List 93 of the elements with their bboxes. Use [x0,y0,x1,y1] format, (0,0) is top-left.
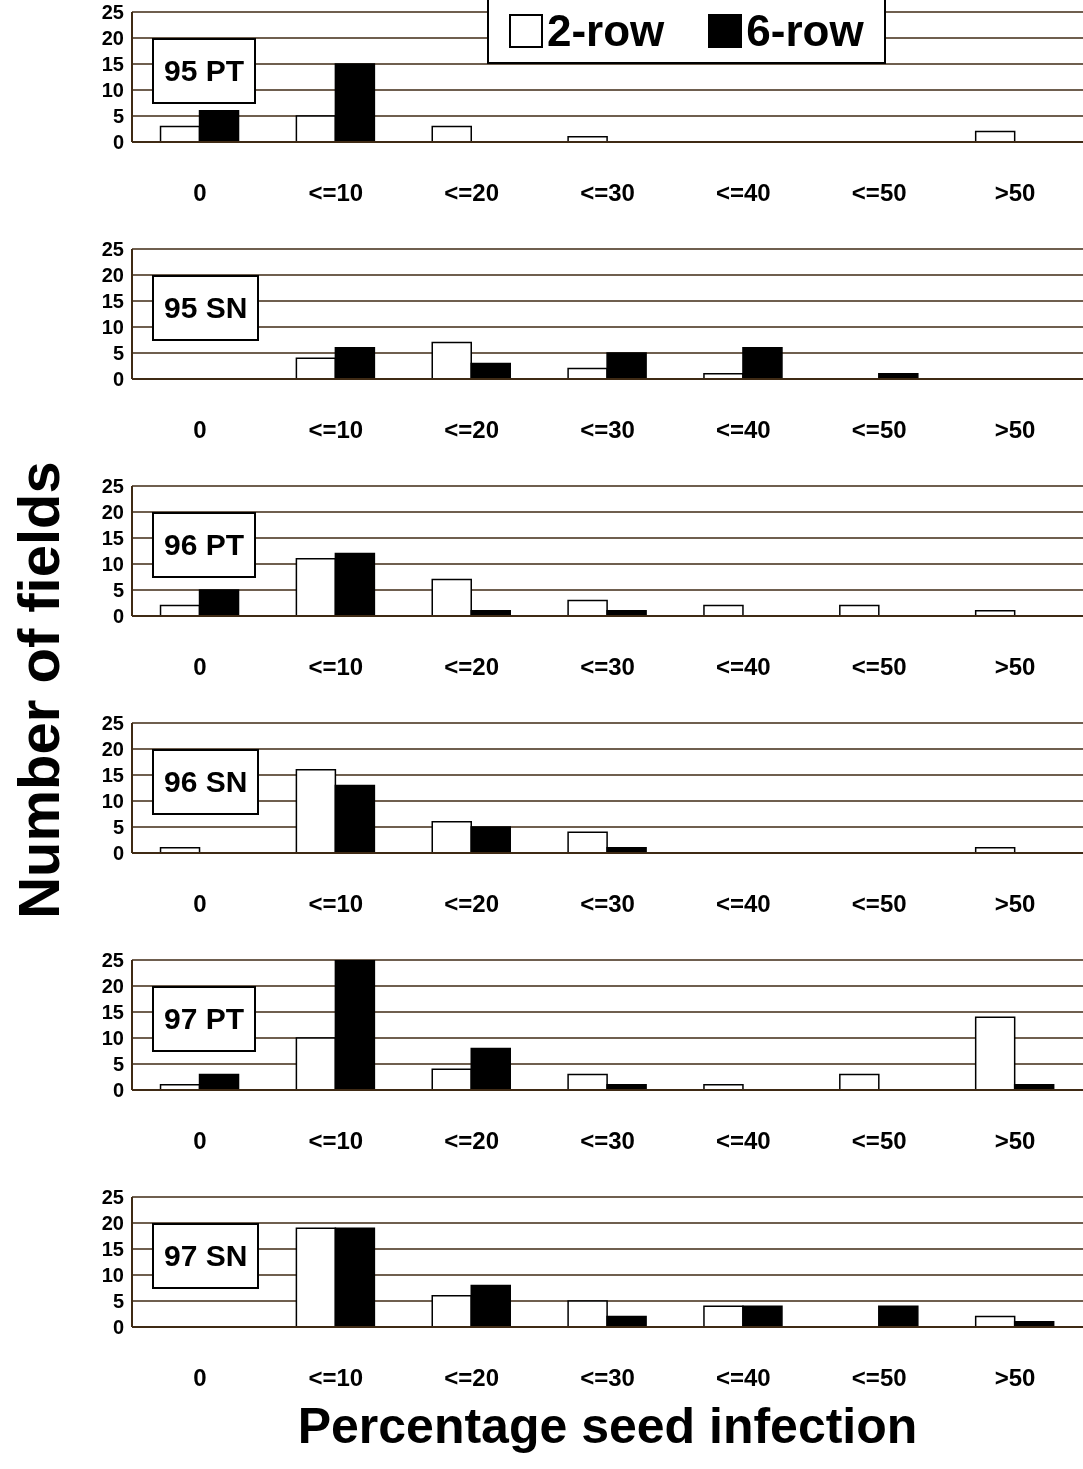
y-tick-label: 25 [101,1186,124,1209]
x-tick-label: >50 [994,890,1036,918]
x-tick-label: <=10 [308,1364,364,1392]
x-tick-label: <=30 [580,179,635,207]
x-tick-label: <=50 [851,1364,907,1392]
y-tick-label: 15 [101,764,124,787]
y-tick-label: 5 [112,105,124,128]
y-tick-label: 25 [101,238,124,261]
y-tick-label: 10 [101,1264,124,1287]
x-tick-label: <=10 [308,179,364,207]
bar [431,125,472,142]
y-tick-label: 15 [101,527,124,550]
x-tick-label: <=40 [715,416,771,444]
x-tick-label: <=40 [715,653,771,681]
text: 97 PT [152,986,257,1052]
x-tick-label: <=20 [444,416,500,444]
x-tick-label: 0 [193,179,207,207]
y-tick-label: 20 [101,27,124,50]
legend-label: 2-row [547,6,665,56]
x-tick-label: <=30 [580,653,635,681]
x-tick-label: >50 [994,1364,1036,1392]
x-axis-title: Percentage seed infection [296,1397,919,1455]
text: 95 SN [152,275,260,341]
y-tick-label: 25 [101,712,124,735]
x-tick-label: <=10 [308,653,364,681]
y-tick-label: 20 [101,501,124,524]
x-tick-label: <=20 [444,179,500,207]
x-tick-label: >50 [994,653,1036,681]
y-tick-label: 5 [112,342,124,365]
y-tick-label: 0 [112,1079,124,1102]
y-tick-label: 10 [101,79,124,102]
y-tick-label: 5 [112,579,124,602]
y-tick-label: 10 [101,790,124,813]
y-tick-label: 5 [112,1290,124,1313]
y-tick-label: 15 [101,290,124,313]
y-tick-label: 5 [112,816,124,839]
x-tick-label: >50 [994,179,1036,207]
y-tick-label: 20 [101,264,124,287]
y-tick-label: 25 [101,949,124,972]
x-tick-label: <=20 [444,653,500,681]
y-tick-label: 0 [112,1316,124,1339]
x-tick-label: <=30 [580,416,635,444]
x-tick-label: <=30 [580,1127,635,1155]
x-tick-label: 0 [193,653,207,681]
x-tick-label: >50 [994,1127,1036,1155]
x-tick-label: 0 [193,1364,207,1392]
y-axis-title: Number of fields [4,461,72,919]
x-tick-label: <=40 [715,179,771,207]
x-tick-label: <=40 [715,1364,771,1392]
x-tick-label: <=30 [580,890,635,918]
x-tick-label: <=20 [444,1127,500,1155]
x-tick-label: <=50 [851,653,907,681]
x-tick-label: <=50 [851,416,907,444]
y-tick-label: 0 [112,368,124,391]
y-tick-label: 25 [101,475,124,498]
text: 95 PT [152,38,257,104]
y-tick-label: 15 [101,1001,124,1024]
y-tick-label: 5 [112,1053,124,1076]
y-tick-label: 0 [112,605,124,628]
x-tick-label: <=40 [715,890,771,918]
y-tick-label: 15 [101,1238,124,1261]
x-tick-label: 0 [193,1127,207,1155]
x-tick-label: <=10 [308,416,364,444]
y-tick-label: 20 [101,975,124,998]
x-tick-label: <=10 [308,1127,364,1155]
y-tick-label: 20 [101,1212,124,1235]
bar [839,604,880,616]
bar [703,604,744,616]
y-tick-label: 0 [112,131,124,154]
text: 96 PT [152,512,257,578]
x-tick-label: 0 [193,890,207,918]
y-tick-label: 10 [101,553,124,576]
y-tick-label: 10 [101,1027,124,1050]
y-tick-label: 15 [101,53,124,76]
y-tick-label: 10 [101,316,124,339]
x-tick-label: <=50 [851,890,907,918]
x-tick-label: <=20 [444,890,500,918]
bar [839,1073,880,1090]
x-tick-label: 0 [193,416,207,444]
y-tick-label: 0 [112,842,124,865]
text: 97 SN [152,1223,260,1289]
text: 96 SN [152,749,260,815]
x-tick-label: <=30 [580,1364,635,1392]
x-tick-label: <=40 [715,1127,771,1155]
x-tick-label: <=50 [851,179,907,207]
x-tick-label: <=10 [308,890,364,918]
x-tick-label: <=50 [851,1127,907,1155]
y-tick-label: 25 [101,1,124,24]
x-tick-label: <=20 [444,1364,500,1392]
x-tick-label: >50 [994,416,1036,444]
bar [878,1305,919,1327]
y-tick-label: 20 [101,738,124,761]
legend-label: 6-row [746,6,864,56]
